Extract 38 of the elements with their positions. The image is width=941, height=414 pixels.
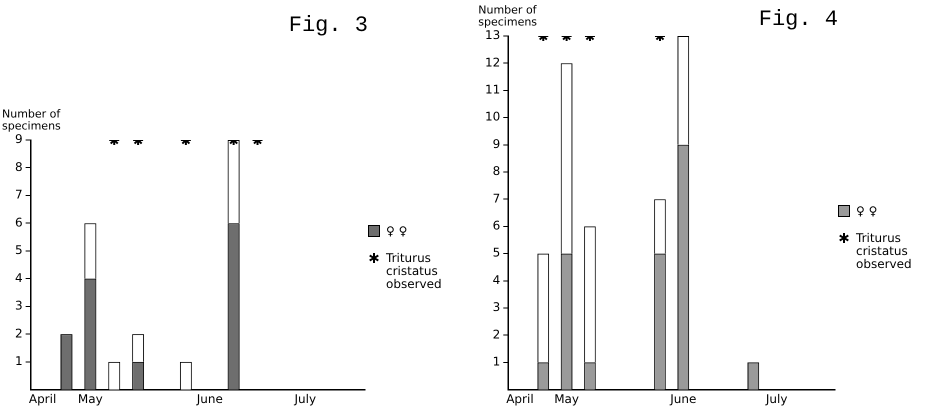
y-tick-label: 9	[492, 136, 500, 151]
y-tick-label: 1	[14, 354, 23, 368]
y-tick-label: 1	[492, 354, 500, 369]
x-tick-label: July	[764, 392, 788, 406]
y-tick-label: 4	[14, 270, 23, 285]
y-tick-label: 7	[14, 188, 23, 202]
y-tick-label: 2	[14, 326, 23, 340]
y-tick-label: 13	[484, 28, 500, 42]
y-tick-label: 11	[484, 82, 500, 97]
legend-label: ♀ ♀	[386, 224, 408, 238]
y-tick-label: 3	[492, 300, 500, 314]
y-tick-label: 3	[14, 298, 23, 313]
y-axis-title: Number of specimens	[2, 107, 62, 132]
x-tick-label: June	[669, 392, 696, 406]
x-tick-label: June	[196, 392, 223, 406]
y-tick-label: 8	[14, 160, 23, 174]
y-tick-label: 6	[492, 218, 500, 233]
y-tick-label: 7	[492, 191, 500, 206]
x-tick-label: May	[554, 392, 580, 406]
legend-label: Triturus cristatus observed	[386, 251, 443, 291]
y-tick-label: 6	[14, 215, 23, 230]
legend-label: ♀ ♀	[856, 204, 878, 218]
chart-title: Fig. 3	[288, 12, 368, 38]
y-tick-label: 2	[492, 327, 500, 342]
y-tick-label: 10	[484, 110, 500, 124]
chart-title: Fig. 4	[758, 6, 838, 32]
y-tick-label: 12	[484, 55, 500, 70]
x-tick-label: July	[293, 392, 316, 406]
y-tick-label: 8	[492, 164, 500, 178]
legend-label: Triturus cristatus observed	[856, 231, 913, 271]
y-tick-label: 9	[14, 132, 23, 146]
y-tick-label: 5	[14, 243, 23, 258]
y-tick-label: 5	[492, 246, 500, 260]
y-tick-label: 4	[492, 272, 500, 287]
x-tick-label: April	[28, 392, 56, 406]
x-tick-label: May	[78, 392, 103, 406]
y-axis-title: Number of specimens	[478, 3, 538, 28]
x-tick-label: April	[506, 392, 534, 406]
